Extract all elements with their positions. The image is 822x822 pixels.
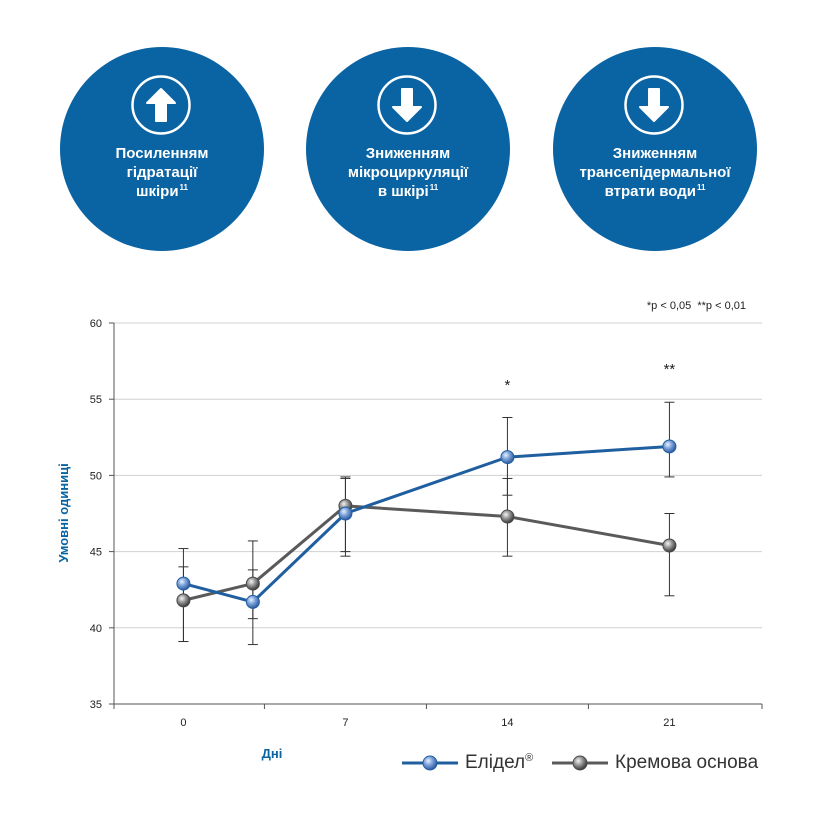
- data-point-elidel: [176, 576, 191, 591]
- arrow-down-icon: [624, 75, 684, 135]
- benefit-label-hydration: Посиленням гідратації шкіри11: [115, 145, 209, 200]
- y-tick-label: 60: [90, 318, 102, 330]
- arrow-down-icon: [377, 75, 437, 135]
- chart-axes: 35 40 45 50 55 60 0 7 14 21: [90, 318, 763, 729]
- significance-marker: *: [505, 377, 511, 394]
- y-tick-label: 35: [90, 699, 102, 711]
- benefit-label-microcirculation: Зниженням мікроциркуляції в шкірі11: [347, 145, 469, 200]
- legend-label-elidel: Елідел®: [465, 752, 534, 773]
- significance-marker: **: [664, 361, 676, 378]
- data-point-elidel: [662, 439, 677, 454]
- y-tick-label: 55: [90, 394, 102, 406]
- chart-annotations: ***: [505, 361, 676, 394]
- benefit-label-water-loss: Зниженням трансепідермальної втрати води…: [579, 145, 731, 200]
- legend-label-cream-base: Кремова основа: [615, 752, 759, 773]
- arrow-up-icon: [131, 75, 191, 135]
- x-tick-label: 14: [501, 717, 513, 729]
- data-point-elidel: [500, 450, 515, 465]
- benefit-circle-water-loss: Зниженням трансепідермальної втрати води…: [553, 47, 757, 251]
- legend-marker-elidel: [402, 755, 458, 771]
- data-point-cream-base: [662, 538, 677, 553]
- x-tick-label: 7: [342, 717, 348, 729]
- y-tick-label: 40: [90, 623, 102, 635]
- data-point-cream-base: [245, 576, 260, 591]
- x-tick-label: 21: [663, 717, 675, 729]
- data-point-elidel: [245, 594, 260, 609]
- chart-points: [176, 439, 677, 609]
- chart-legend: Елідел® Кремова основа: [400, 746, 820, 786]
- x-axis-label: Дні: [262, 746, 283, 761]
- benefit-circle-hydration: Посиленням гідратації шкіри11: [60, 47, 264, 251]
- x-tick-label: 0: [180, 717, 186, 729]
- data-point-cream-base: [176, 593, 191, 608]
- y-tick-label: 50: [90, 470, 102, 482]
- data-point-cream-base: [500, 509, 515, 524]
- chart-grid: [114, 322, 762, 629]
- benefit-circle-microcirculation: Зниженням мікроциркуляції в шкірі11: [306, 47, 510, 251]
- legend-item-cream-base: Кремова основа: [550, 752, 758, 774]
- legend-item-elidel: Елідел®: [400, 752, 533, 774]
- y-axis-label: Умовні одиниці: [56, 463, 71, 562]
- data-point-elidel: [338, 506, 353, 521]
- significance-note: *p < 0,05 **p < 0,01: [647, 300, 746, 312]
- y-tick-label: 45: [90, 547, 102, 559]
- legend-marker-cream-base: [552, 755, 608, 771]
